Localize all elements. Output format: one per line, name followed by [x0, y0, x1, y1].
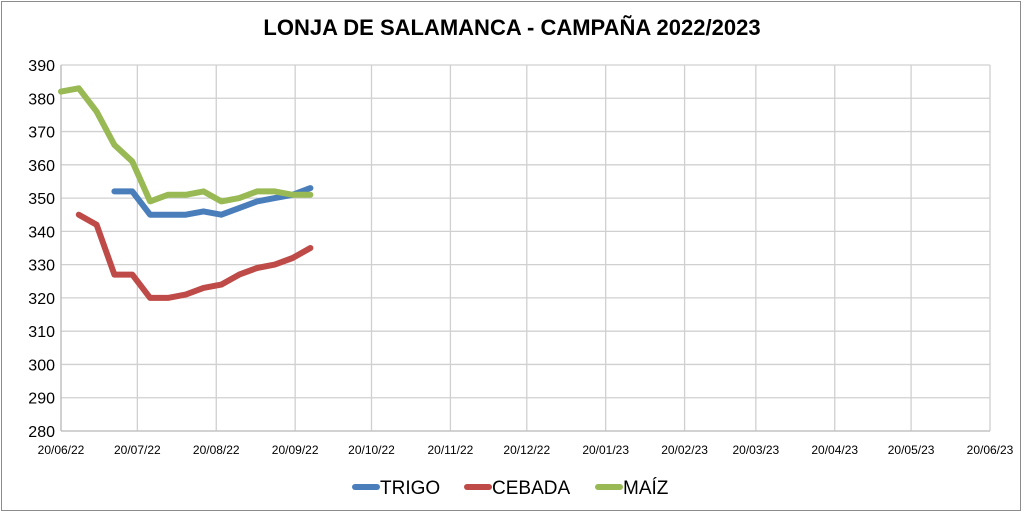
y-tick-label: 280 — [28, 424, 55, 441]
legend-item-maíz: MAÍZ — [595, 478, 669, 499]
x-tick-label: 20/02/23 — [661, 443, 708, 457]
x-tick-label: 20/05/23 — [888, 443, 935, 457]
y-tick-label: 320 — [28, 291, 55, 308]
y-tick-label: 300 — [28, 357, 55, 374]
legend-label: TRIGO — [380, 478, 440, 499]
y-tick-label: 350 — [28, 191, 55, 208]
series-lines — [58, 85, 314, 301]
x-tick-label: 20/08/22 — [193, 443, 240, 457]
y-tick-label: 340 — [28, 224, 55, 241]
y-tick-label: 390 — [28, 58, 55, 75]
y-tick-label: 380 — [28, 91, 55, 108]
legend-item-trigo: TRIGO — [352, 478, 440, 499]
y-tick-label: 360 — [28, 158, 55, 175]
x-tick-label: 20/03/23 — [732, 443, 779, 457]
series-line-trigo — [111, 185, 314, 218]
series-line-maíz — [58, 85, 314, 205]
series-line-cebada — [75, 211, 314, 301]
x-tick-label: 20/09/22 — [272, 443, 319, 457]
x-tick-label: 20/06/23 — [967, 443, 1014, 457]
y-tick-label: 290 — [28, 391, 55, 408]
x-tick-label: 20/12/22 — [503, 443, 550, 457]
x-tick-label: 20/06/22 — [38, 443, 85, 457]
legend-item-cebada: CEBADA — [464, 478, 570, 499]
gridlines — [60, 64, 991, 432]
x-tick-label: 20/07/22 — [114, 443, 161, 457]
x-tick-label: 20/10/22 — [348, 443, 395, 457]
y-tick-label: 330 — [28, 258, 55, 275]
x-tick-label: 20/04/23 — [811, 443, 858, 457]
x-axis-ticks: 20/06/22 20/07/22 20/08/22 20/09/22 20/10/22… — [38, 443, 1014, 457]
x-tick-label: 20/11/22 — [428, 443, 474, 457]
y-tick-label: 370 — [28, 125, 55, 142]
y-tick-label: 310 — [28, 324, 55, 341]
y-axis-ticks: 280 290 300 310 320 330 340 350 360 370 380 390 — [28, 58, 55, 441]
legend-label: MAÍZ — [623, 478, 669, 499]
x-tick-label: 20/01/23 — [582, 443, 629, 457]
chart-title: LONJA DE SALAMANCA - CAMPAÑA 2022/2023 — [263, 15, 760, 40]
legend-label: CEBADA — [492, 478, 570, 499]
legend: TRIGO CEBADA MAÍZ — [352, 478, 669, 499]
